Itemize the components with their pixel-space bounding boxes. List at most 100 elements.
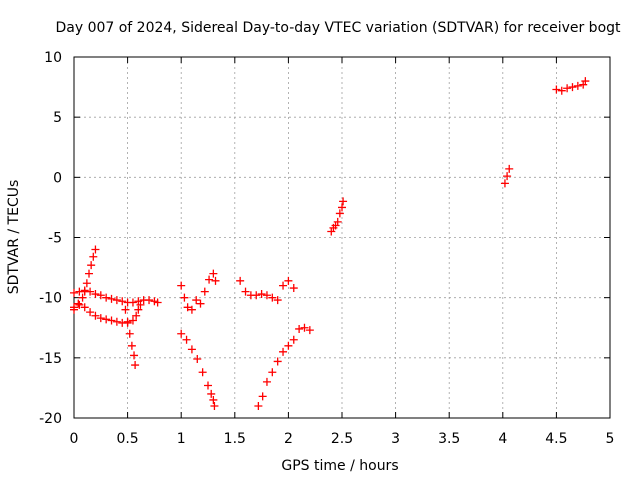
series-arc2	[70, 300, 145, 327]
data-point	[177, 329, 186, 338]
data-point	[80, 287, 89, 296]
data-point	[568, 83, 577, 92]
data-point	[91, 311, 100, 320]
data-point	[96, 291, 105, 300]
data-point	[193, 355, 202, 364]
data-point	[273, 357, 282, 366]
data-point	[258, 392, 267, 401]
data-point	[112, 317, 121, 326]
series-arc11	[552, 77, 590, 95]
data-point	[268, 368, 277, 377]
series-arc4	[121, 305, 140, 370]
data-point	[102, 315, 111, 324]
data-point	[279, 281, 288, 290]
series-arc8	[254, 323, 314, 410]
data-point	[128, 298, 137, 307]
data-point	[581, 77, 590, 86]
series-arc6	[177, 329, 219, 410]
data-point	[295, 324, 304, 333]
data-point	[505, 164, 514, 173]
data-point	[123, 317, 132, 326]
data-point	[177, 281, 186, 290]
data-point	[180, 293, 189, 302]
data-point	[205, 275, 214, 284]
data-point	[145, 296, 154, 305]
data-point	[89, 252, 98, 261]
data-point	[82, 279, 91, 288]
data-point	[289, 335, 298, 344]
data-point	[579, 80, 588, 89]
x-tick-label: 3	[391, 431, 400, 447]
data-point	[85, 269, 94, 278]
x-tick-label: 2	[284, 431, 293, 447]
series-arc10	[500, 164, 514, 188]
x-tick-label: 1.5	[224, 431, 246, 447]
data-point	[121, 305, 130, 314]
data-point	[552, 85, 561, 94]
y-tick-label: 0	[53, 170, 62, 186]
data-point	[268, 293, 277, 302]
y-tick-label: -10	[39, 291, 62, 307]
data-point	[557, 86, 566, 95]
x-tick-label: 4.5	[545, 431, 567, 447]
series-arc9	[327, 197, 348, 236]
data-point	[209, 395, 218, 404]
data-point	[187, 345, 196, 354]
data-point	[284, 276, 293, 285]
data-point	[78, 293, 87, 302]
data-point	[236, 276, 245, 285]
y-axis: 10 5 0 -5 -10 -15 -20	[39, 50, 610, 427]
x-tick-label: 0.5	[116, 431, 138, 447]
data-point	[241, 287, 250, 296]
y-tick-label: -15	[39, 351, 62, 367]
data-point	[289, 284, 298, 293]
data-point	[273, 296, 282, 305]
series-arc7	[236, 276, 298, 305]
data-point	[91, 290, 100, 299]
grid	[74, 57, 610, 418]
data-point	[573, 81, 582, 90]
data-point	[96, 314, 105, 323]
data-point	[196, 299, 205, 308]
y-tick-label: 5	[53, 110, 62, 126]
data-point	[153, 298, 162, 307]
data-point	[87, 261, 96, 270]
series-arc1	[70, 286, 162, 307]
data-point	[300, 323, 309, 332]
data-point	[118, 297, 127, 306]
x-tick-label: 4	[498, 431, 507, 447]
data-point	[207, 389, 216, 398]
x-axis: 0 0.5 1 1.5 2 2.5 3 3.5 4 4.5 5	[70, 57, 615, 447]
data-point	[70, 305, 78, 314]
data-point	[80, 303, 89, 312]
data-point	[107, 316, 116, 325]
data-point	[257, 290, 266, 299]
data-point	[262, 377, 271, 386]
y-axis-label: SDTVAR / TECUs	[6, 180, 22, 295]
x-axis-label: GPS time / hours	[281, 458, 398, 474]
data-point	[262, 291, 271, 300]
data-point	[209, 269, 218, 278]
data-point	[563, 84, 572, 93]
data-point	[200, 287, 209, 296]
data-point	[102, 293, 111, 302]
x-tick-label: 0	[70, 431, 79, 447]
data-point	[500, 179, 509, 188]
data-point	[86, 308, 95, 317]
data-point	[204, 381, 212, 390]
data-point	[125, 329, 134, 338]
data-point	[107, 294, 116, 303]
data-point	[279, 347, 288, 356]
x-tick-label: 5	[606, 431, 615, 447]
data-point	[136, 300, 145, 309]
data-point	[252, 291, 261, 300]
data-point	[333, 217, 342, 226]
data-point	[338, 203, 346, 212]
series-arc5	[177, 269, 220, 314]
data-point	[284, 341, 293, 350]
data-point	[127, 341, 136, 350]
data-point	[183, 303, 192, 312]
data-point	[132, 311, 141, 320]
data-point	[327, 227, 336, 236]
